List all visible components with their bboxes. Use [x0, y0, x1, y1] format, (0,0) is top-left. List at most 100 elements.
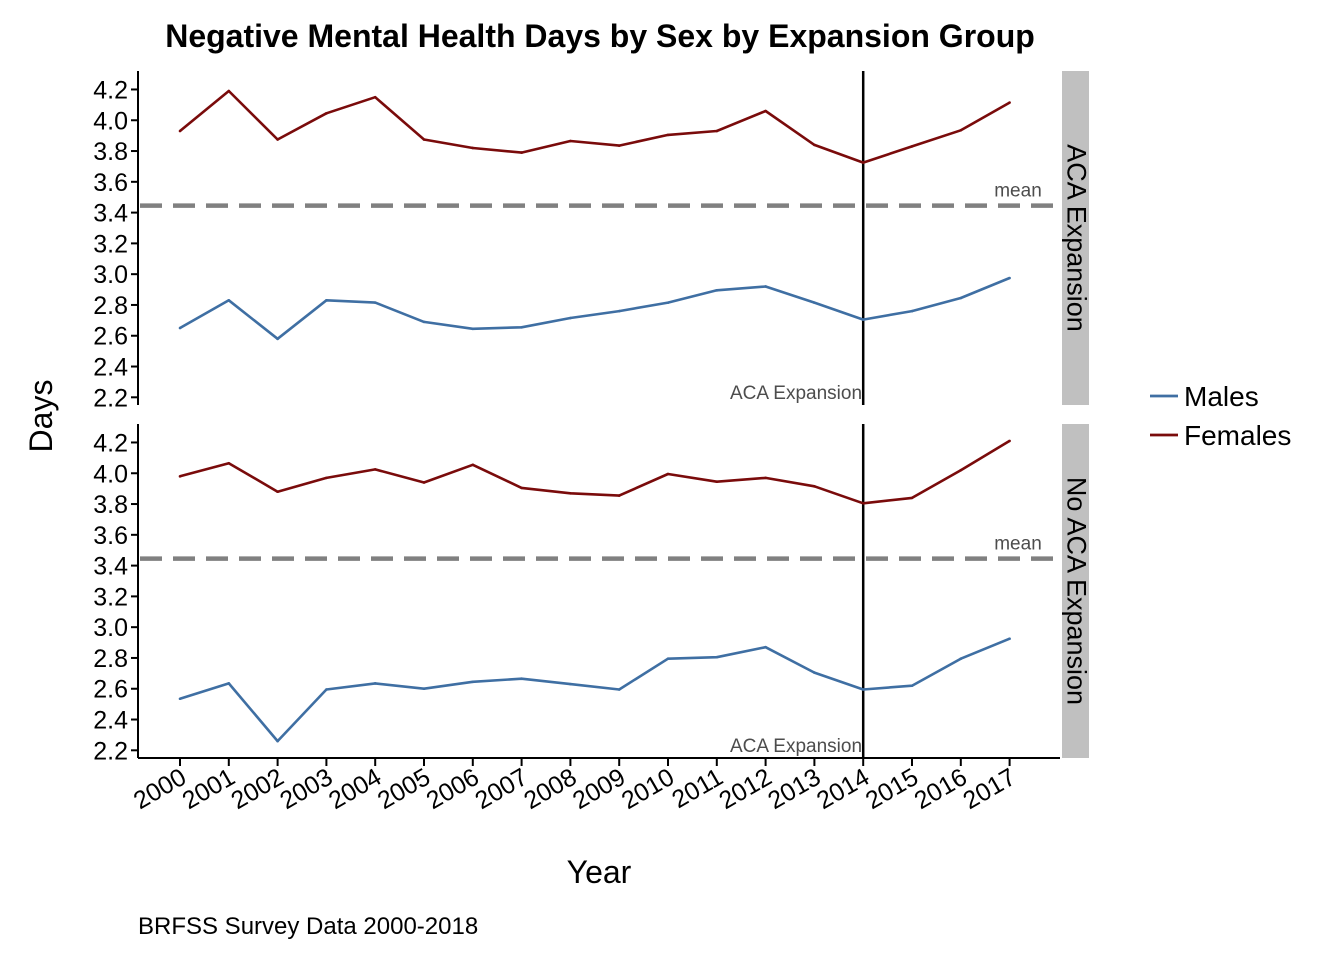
data-point-males	[373, 301, 377, 304]
data-point-females	[813, 485, 816, 488]
data-point-females	[178, 129, 182, 133]
data-point-females	[861, 501, 865, 505]
data-point-males	[910, 309, 914, 313]
data-point-females	[764, 476, 767, 480]
data-point-females	[227, 89, 231, 93]
data-point-males	[227, 299, 231, 302]
data-point-females	[910, 145, 914, 148]
y-tick-label: 2.2	[93, 384, 128, 412]
data-point-females	[861, 161, 865, 164]
data-point-females	[325, 112, 328, 115]
data-point-males	[959, 657, 963, 661]
y-tick-label: 3.2	[93, 230, 128, 258]
data-point-females	[325, 476, 328, 480]
y-tick-label: 3.0	[93, 614, 128, 642]
data-point-females	[276, 138, 279, 141]
facet-strip-label: ACA Expansion	[1061, 144, 1091, 332]
panels: 2.22.42.62.83.03.23.43.63.84.04.2meanACA…	[93, 71, 1091, 765]
data-point-males	[1008, 276, 1011, 280]
data-point-females	[910, 496, 914, 500]
data-point-females	[715, 129, 719, 133]
data-point-males	[1008, 637, 1011, 641]
data-point-females	[471, 146, 475, 150]
data-point-females	[520, 486, 523, 490]
data-point-females	[373, 468, 377, 471]
y-tick-label: 4.2	[93, 429, 128, 457]
panel-2: 2.22.4 2.6 2.8 3.0 3.23.4 3.6 3.8 4.0 4.2 mean ACA…	[93, 424, 1091, 765]
data-point-males	[276, 337, 279, 341]
data-point-males	[373, 682, 377, 685]
y-tick-label: 2.8	[93, 645, 128, 673]
data-point-males	[861, 688, 865, 691]
mean-label: mean	[994, 181, 1042, 202]
data-point-males	[813, 301, 816, 304]
data-point-females	[617, 494, 621, 497]
data-point-males	[520, 325, 523, 329]
data-point-males	[764, 645, 767, 649]
data-point-females	[715, 480, 719, 484]
data-point-males	[178, 697, 182, 701]
y-axis-title: Days	[23, 380, 59, 453]
data-point-males	[715, 289, 719, 292]
y-tick-label: 3.8	[93, 491, 128, 519]
x-axis-title: Year	[567, 854, 632, 890]
y-tick-label: 3.8	[93, 138, 128, 166]
data-point-males	[617, 688, 621, 691]
data-point-females	[422, 481, 426, 484]
data-point-males	[178, 326, 182, 330]
data-point-females	[959, 468, 963, 472]
y-tick-label: 3.4	[93, 553, 128, 581]
data-point-females	[813, 143, 816, 147]
data-point-females	[227, 461, 231, 465]
data-point-males	[422, 687, 426, 691]
y-tick-label: 2.4	[93, 354, 128, 382]
facet-strip-label: No ACA Expansion	[1061, 477, 1091, 705]
y-tick-label: 4.0	[93, 107, 128, 135]
legend-label-females: Females	[1184, 420, 1291, 451]
data-point-females	[617, 144, 621, 147]
data-point-males	[471, 327, 475, 331]
data-point-males	[861, 318, 865, 321]
mean-label: mean	[994, 534, 1042, 555]
data-point-males	[471, 680, 475, 684]
y-tick-label: 3.6	[93, 169, 128, 197]
data-point-females	[276, 490, 279, 494]
data-point-males	[813, 671, 816, 674]
data-point-females	[1008, 439, 1011, 443]
data-point-females	[666, 133, 670, 137]
data-point-males	[910, 684, 914, 687]
facet-strip	[1062, 424, 1089, 758]
y-tick-label: 2.6	[93, 676, 128, 704]
data-point-males	[666, 657, 670, 661]
data-point-males	[569, 682, 572, 686]
expansion-label: ACA Expansion	[730, 383, 862, 404]
legend: Males Females	[1150, 381, 1291, 451]
data-point-females	[471, 463, 475, 467]
y-tick-label: 3.2	[93, 583, 128, 611]
series-line-males	[179, 276, 1011, 341]
facet-strip	[1062, 71, 1089, 405]
data-point-males	[325, 688, 328, 691]
series-line-females	[179, 89, 1011, 164]
data-point-males	[764, 285, 767, 288]
series-line-males	[179, 637, 1011, 743]
y-tick-label: 2.4	[93, 707, 128, 735]
caption: BRFSS Survey Data 2000-2018	[138, 913, 478, 940]
data-point-females	[959, 128, 963, 132]
data-point-females	[569, 139, 572, 143]
y-tick-label: 4.2	[93, 76, 128, 104]
chart-title: Negative Mental Health Days by Sex by Ex…	[165, 18, 1035, 54]
data-point-males	[959, 296, 963, 300]
y-tick-label: 3.4	[93, 200, 128, 228]
data-point-females	[1008, 101, 1011, 104]
x-tick-label: 2017	[958, 763, 1020, 815]
panel-1: 2.22.4 2.6 2.8 3.0 3.23.4 3.6 3.8 4.0 4.2 mean ACA…	[93, 71, 1091, 412]
data-point-females	[666, 472, 670, 476]
data-point-females	[178, 475, 182, 478]
legend-label-males: Males	[1184, 381, 1259, 412]
y-tick-label: 3.0	[93, 261, 128, 289]
data-point-males	[325, 299, 328, 302]
y-tick-label: 4.0	[93, 460, 128, 488]
data-point-males	[227, 682, 231, 685]
